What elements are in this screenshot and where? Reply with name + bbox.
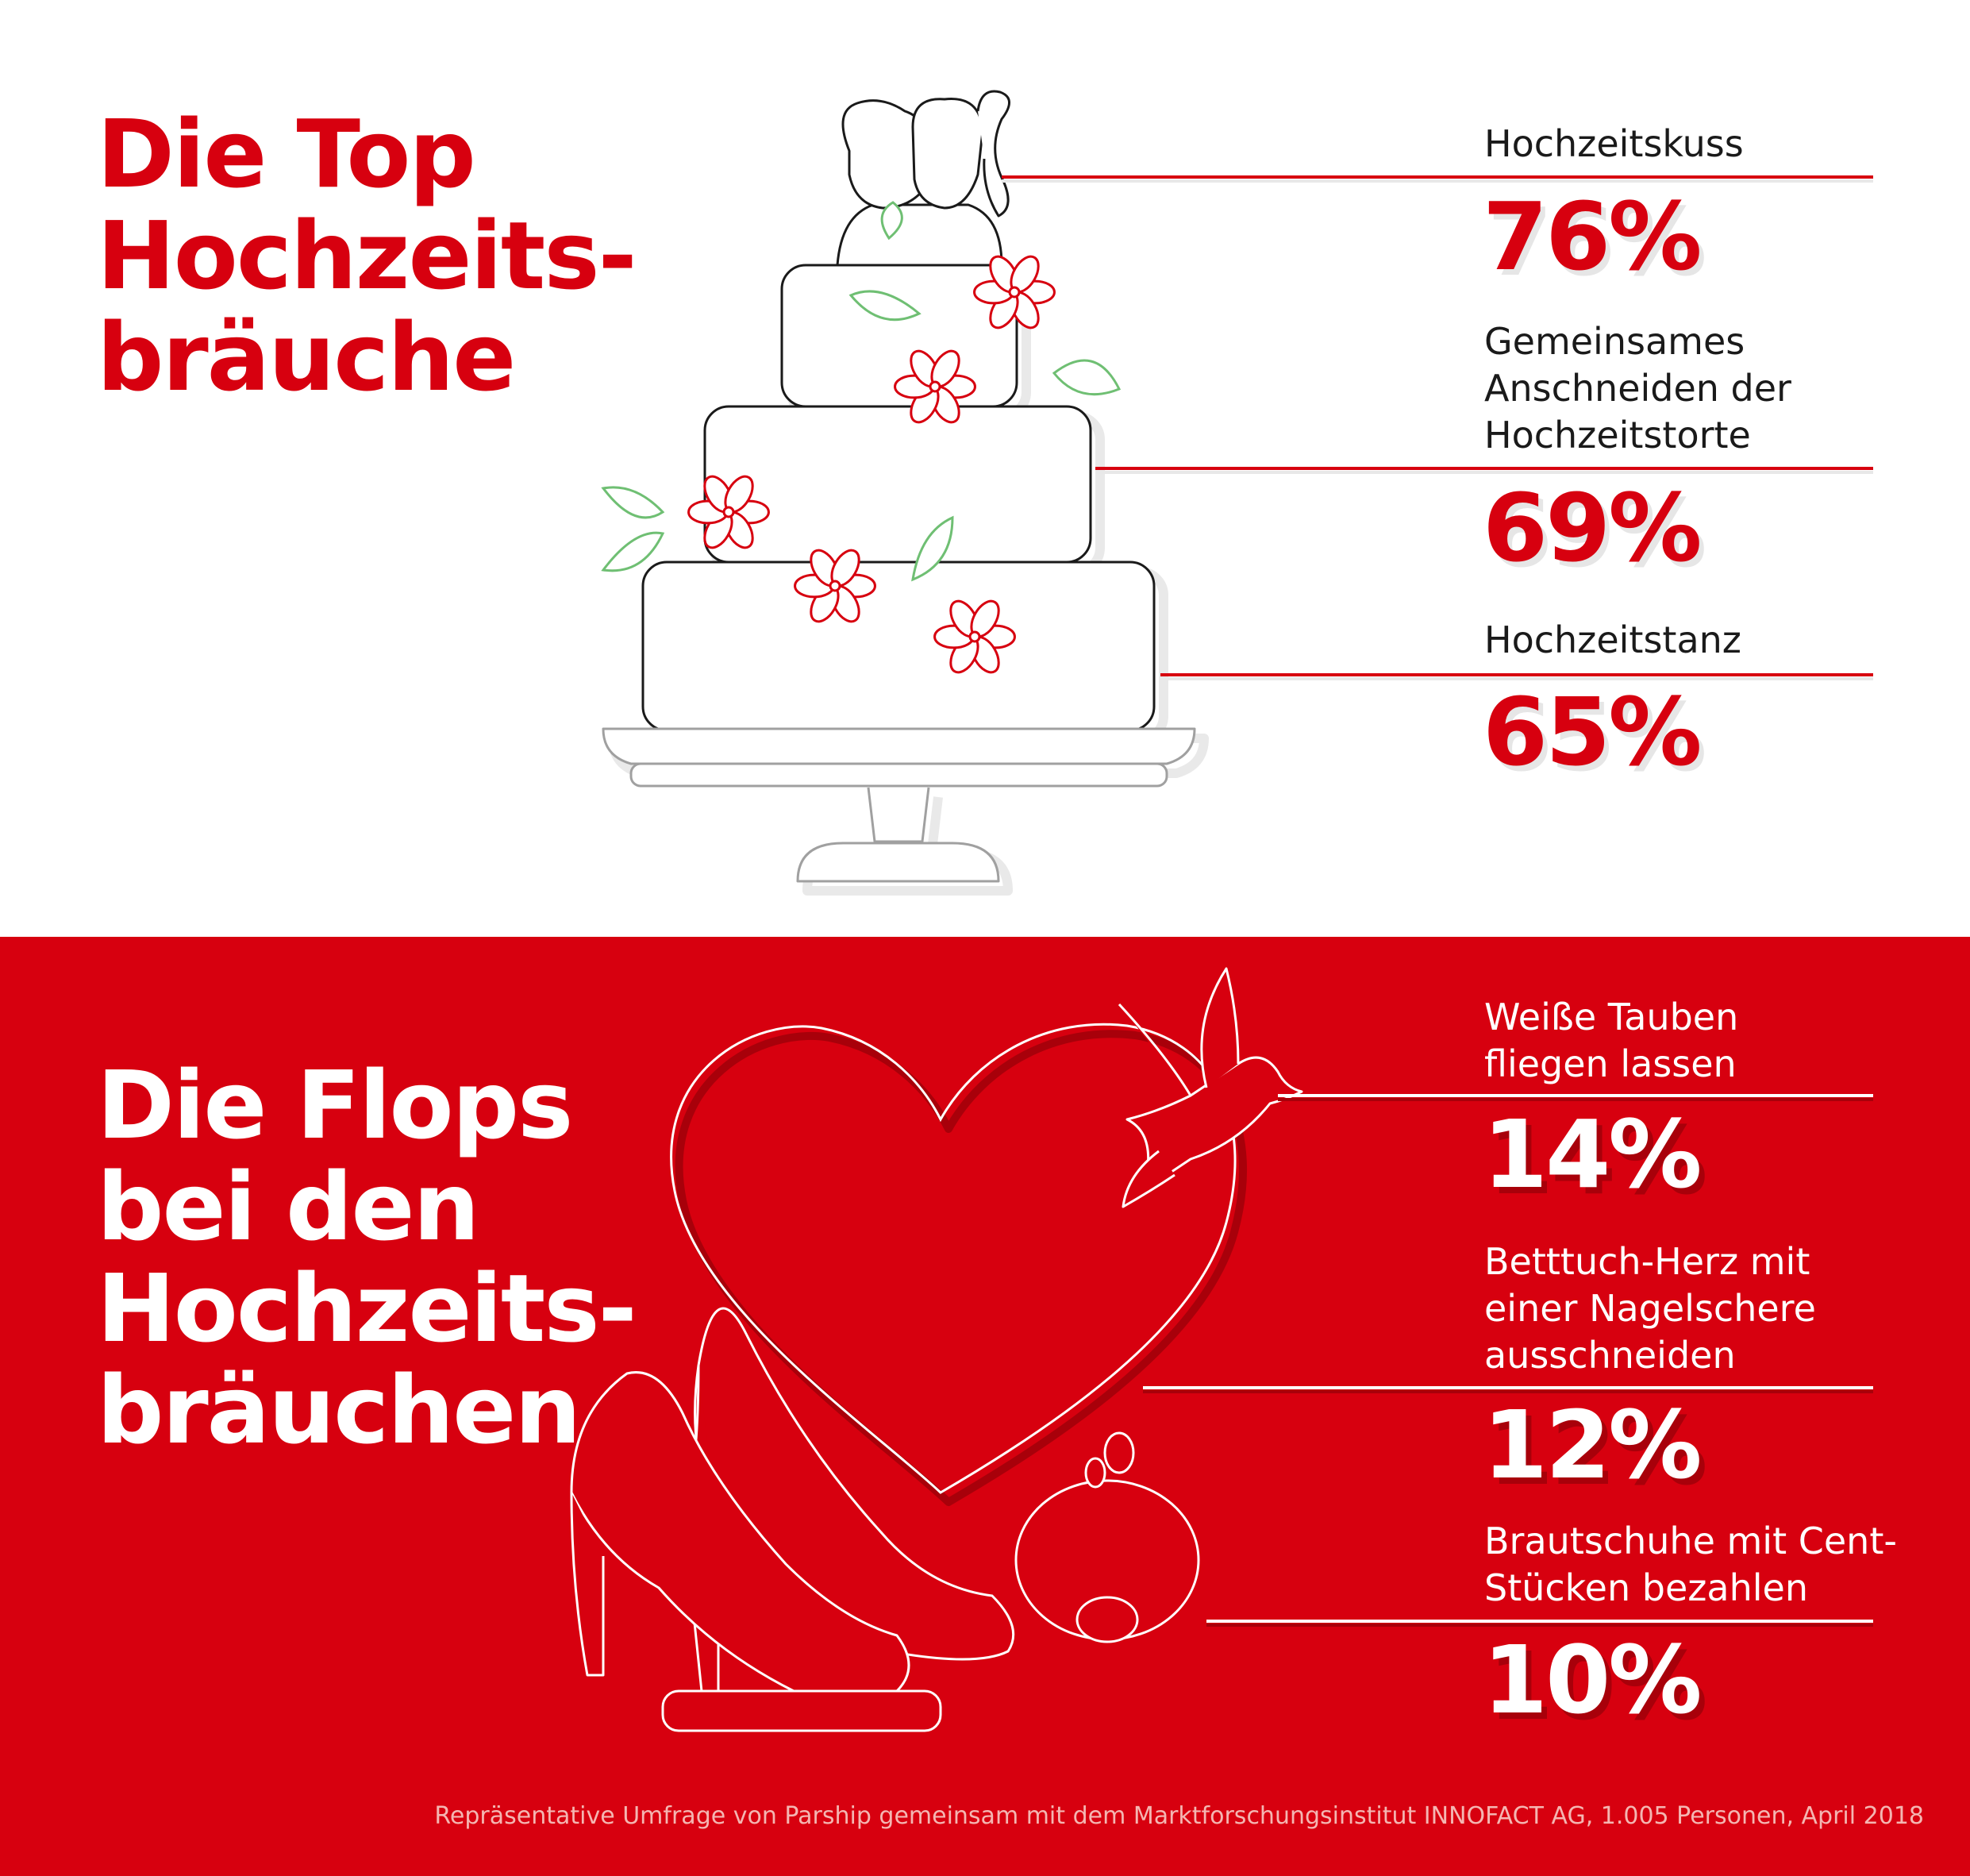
- stat-rule: [1002, 175, 1873, 179]
- stat-label-line: einer Nagelschere: [1484, 1287, 1816, 1330]
- stat-value-tauben: 14%: [1483, 1100, 1702, 1209]
- stat-label-hochzeitstanz: Hochzeitstanz: [1484, 617, 1741, 664]
- stat-value-brautschuhe: 10%: [1483, 1625, 1702, 1735]
- top-title-line: Die Top: [97, 99, 476, 209]
- flop-title: Die Flops bei den Hochzeits- bräuchen: [97, 1050, 637, 1465]
- heart-dove-shoes-piggybank-icon: [570, 967, 1303, 1732]
- stat-label-line: Betttuch-Herz mit: [1484, 1240, 1810, 1283]
- stat-value-tortenanschnitt: 69%: [1483, 473, 1702, 583]
- top-customs-section: Die Top Hochzeits- bräuche Hochzeitskuss…: [0, 0, 1970, 937]
- stat-label-line: Hochzeitstorte: [1484, 414, 1751, 456]
- top-title-line: Hochzeits-: [97, 201, 637, 310]
- stat-label-hochzeitskuss: Hochzeitskuss: [1484, 121, 1744, 168]
- stat-value-betttuch-herz: 12%: [1483, 1390, 1702, 1500]
- flop-customs-section: Die Flops bei den Hochzeits- bräuchen We…: [0, 937, 1970, 1876]
- stat-label-line: Stücken bezahlen: [1484, 1566, 1808, 1609]
- stat-rule: [1095, 467, 1873, 470]
- stat-rule: [1206, 1620, 1873, 1623]
- stat-label-line: Hochzeitstanz: [1484, 618, 1741, 661]
- stat-label-line: Hochzeitskuss: [1484, 122, 1744, 165]
- wedding-cake-icon: [601, 90, 1209, 896]
- stat-label-brautschuhe: Brautschuhe mit Cent- Stücken bezahlen: [1484, 1518, 1897, 1612]
- stat-label-tauben: Weiße Tauben fliegen lassen: [1484, 994, 1738, 1088]
- top-title-line: bräuche: [97, 302, 516, 412]
- flower-center: [1008, 286, 1021, 299]
- stat-rule: [1143, 1386, 1873, 1389]
- flop-title-line: bei den: [97, 1152, 480, 1262]
- stat-label-line: fliegen lassen: [1484, 1042, 1737, 1085]
- stat-label-line: Anschneiden der: [1484, 367, 1791, 410]
- survey-footnote: Repräsentative Umfrage von Parship gemei…: [434, 1802, 1924, 1830]
- stat-value-hochzeitskuss: 76%: [1483, 182, 1702, 291]
- stat-label-line: Brautschuhe mit Cent-: [1484, 1520, 1897, 1562]
- flower-center: [968, 630, 981, 643]
- flower-center: [929, 380, 941, 393]
- flower-center: [829, 580, 841, 592]
- stat-label-line: ausschneiden: [1484, 1334, 1736, 1377]
- stat-value-hochzeitstanz: 65%: [1483, 677, 1702, 787]
- flower-center: [722, 506, 735, 518]
- stat-label-line: Weiße Tauben: [1484, 996, 1739, 1038]
- stat-rule: [1160, 673, 1873, 676]
- flop-title-line: Die Flops: [97, 1050, 573, 1160]
- stat-label-tortenanschnitt: Gemeinsames Anschneiden der Hochzeitstor…: [1484, 318, 1791, 459]
- flop-title-line: bräuchen: [97, 1355, 581, 1465]
- stat-rule: [1278, 1094, 1873, 1097]
- top-title: Die Top Hochzeits- bräuche: [97, 99, 637, 412]
- stat-label-line: Gemeinsames: [1484, 320, 1745, 363]
- flop-title-line: Hochzeits-: [97, 1254, 637, 1363]
- stat-label-betttuch-herz: Betttuch-Herz mit einer Nagelschere auss…: [1484, 1238, 1816, 1379]
